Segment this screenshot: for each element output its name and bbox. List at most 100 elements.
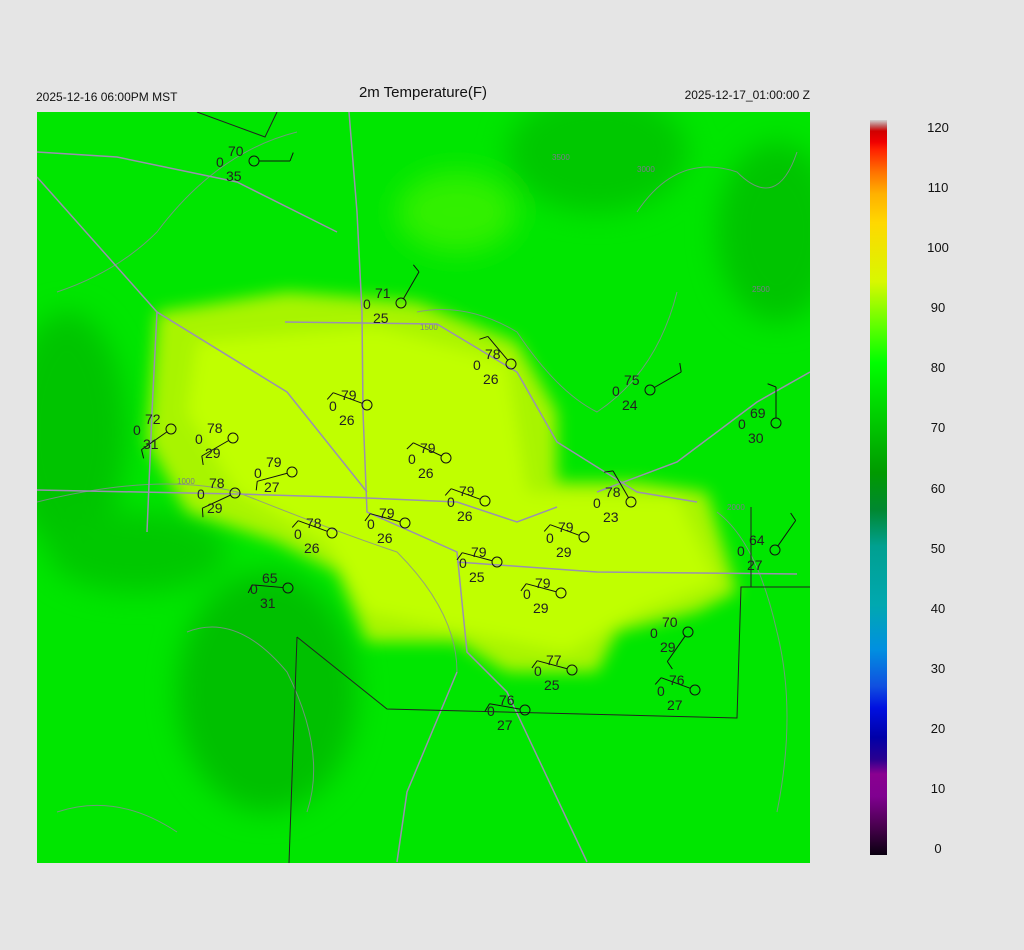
station-dewpoint: 25: [544, 677, 560, 693]
contour-label: 2500: [752, 285, 770, 294]
station-cloud-cover: 0: [612, 383, 620, 399]
station-circle: [769, 544, 781, 556]
wind-barb: [201, 440, 229, 457]
wind-barb: [654, 371, 682, 388]
station-cloud-cover: 0: [447, 494, 455, 510]
station-cloud-cover: 0: [133, 422, 141, 438]
station-dewpoint: 29: [205, 445, 221, 461]
station-temperature: 79: [535, 575, 551, 591]
contour-label: 3000: [637, 165, 655, 174]
wind-barb: [661, 677, 691, 689]
wind-barb-flag: [255, 481, 258, 491]
wind-barb: [413, 442, 442, 457]
contour-label: 1500: [420, 323, 438, 332]
wind-barb: [202, 494, 231, 509]
station-cloud-cover: 0: [408, 451, 416, 467]
station-cloud-cover: 0: [737, 543, 745, 559]
wind-barb-flag: [604, 470, 614, 473]
station-temperature: 79: [558, 519, 574, 535]
color-bar-tick-label: 80: [930, 360, 946, 376]
station-circle: [286, 466, 298, 478]
color-bar-tick-label: 10: [930, 780, 946, 796]
terrain-contours: [37, 131, 798, 833]
station-circle: [491, 556, 503, 568]
wind-barb-flag: [201, 508, 204, 518]
color-bar-tick-label: 20: [930, 720, 946, 736]
color-bar-tick-label: 90: [930, 300, 946, 316]
wind-barb-flag: [326, 392, 334, 400]
wind-barb: [403, 271, 420, 299]
station-cloud-cover: 0: [197, 486, 205, 502]
county-borders: [196, 112, 810, 863]
color-bar-tick-label: 0: [934, 841, 942, 856]
station-dewpoint: 27: [667, 697, 683, 713]
station-circle: [227, 432, 239, 444]
station-cloud-cover: 0: [459, 555, 467, 571]
wind-barb: [612, 470, 629, 498]
contour-label-group: 1000 1500 2000 2500 3000 3500: [177, 153, 770, 512]
wind-barb-flag: [767, 383, 777, 388]
station-plots: 7003571025780267902672031780297902779026…: [133, 143, 797, 733]
station-circle: [505, 358, 517, 370]
wind-barb-flag: [531, 660, 538, 669]
wind-barb-flag: [654, 677, 662, 685]
station-dewpoint: 27: [264, 479, 280, 495]
station-cloud-cover: 0: [523, 586, 531, 602]
station-temperature: 70: [662, 614, 678, 630]
station-temperature: 79: [459, 483, 475, 499]
color-bar-tick-label: 70: [930, 420, 946, 436]
wind-barb: [777, 520, 797, 547]
station-circle: [229, 487, 241, 499]
station-dewpoint: 26: [377, 530, 393, 546]
station-cloud-cover: 0: [195, 431, 203, 447]
station-temperature: 79: [379, 505, 395, 521]
station-cloud-cover: 0: [367, 516, 375, 532]
wind-barb-flag: [289, 152, 294, 162]
station-temperature: 77: [546, 652, 562, 668]
color-bar-tick-label: 60: [930, 480, 946, 496]
color-bar: [870, 120, 887, 855]
station-circle: [440, 452, 452, 464]
wind-barb: [550, 524, 580, 536]
station-dewpoint: 26: [304, 540, 320, 556]
station-cloud-cover: 0: [329, 398, 337, 414]
station-temperature: 78: [209, 475, 225, 491]
station-temperature: 71: [375, 285, 391, 301]
station-dewpoint: 26: [418, 465, 434, 481]
color-bar-tick-label: 50: [930, 540, 946, 556]
station-circle: [644, 384, 656, 396]
station-dewpoint: 27: [497, 717, 513, 733]
station-dewpoint: 26: [483, 371, 499, 387]
station-temperature: 75: [624, 372, 640, 388]
station-dewpoint: 26: [457, 508, 473, 524]
station-circle: [165, 423, 177, 435]
station-dewpoint: 26: [339, 412, 355, 428]
station-temperature: 70: [228, 143, 244, 159]
station-cloud-cover: 0: [546, 530, 554, 546]
wind-barb-flag: [406, 442, 414, 450]
station-temperature: 72: [145, 411, 161, 427]
station-dewpoint: 23: [603, 509, 619, 525]
wind-barb-flag: [201, 455, 204, 465]
wind-barb-flag: [543, 524, 551, 532]
station-circle: [326, 527, 338, 539]
station-dewpoint: 29: [533, 600, 549, 616]
station-circle: [566, 664, 578, 676]
station-cloud-cover: 0: [254, 465, 262, 481]
wind-barb-flag: [679, 363, 682, 373]
contour-label: 1000: [177, 477, 195, 486]
color-bar-tick-label: 120: [927, 120, 949, 135]
station-temperature: 79: [420, 440, 436, 456]
station-temperature: 78: [485, 346, 501, 362]
